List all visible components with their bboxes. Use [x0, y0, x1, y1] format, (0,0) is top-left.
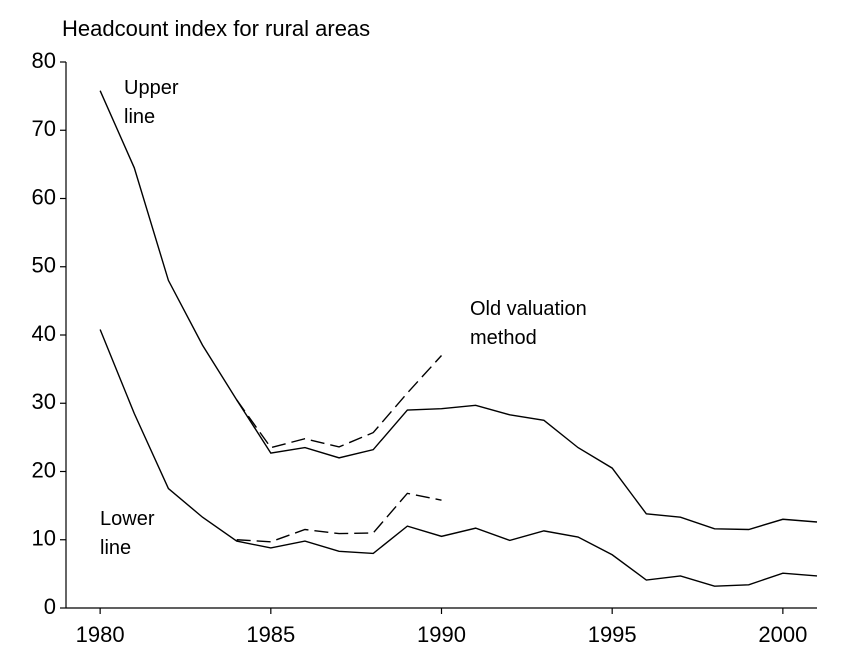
series-line [99, 90, 818, 531]
x-tick-label: 2000 [758, 622, 807, 647]
annotation: Upper line [124, 77, 179, 128]
x-tick-label: 1990 [417, 622, 466, 647]
y-tick-label: 80 [32, 48, 56, 73]
x-tick-label: 1980 [76, 622, 125, 647]
x-tick-label: 1985 [246, 622, 295, 647]
series-line [236, 355, 443, 449]
y-tick-label: 40 [32, 321, 56, 346]
y-tick-label: 10 [32, 526, 56, 551]
series-line [236, 492, 442, 543]
y-tick-label: 50 [32, 253, 56, 278]
y-tick-label: 20 [32, 457, 56, 482]
chart-title: Headcount index for rural areas [62, 16, 370, 41]
y-tick-label: 30 [32, 389, 56, 414]
annotation: Old valuation method [470, 298, 587, 349]
y-tick-label: 60 [32, 184, 56, 209]
y-tick-label: 70 [32, 116, 56, 141]
series-line [99, 329, 818, 587]
x-tick-label: 1995 [588, 622, 637, 647]
annotation: Lower line [100, 508, 155, 559]
y-tick-label: 0 [44, 594, 56, 619]
